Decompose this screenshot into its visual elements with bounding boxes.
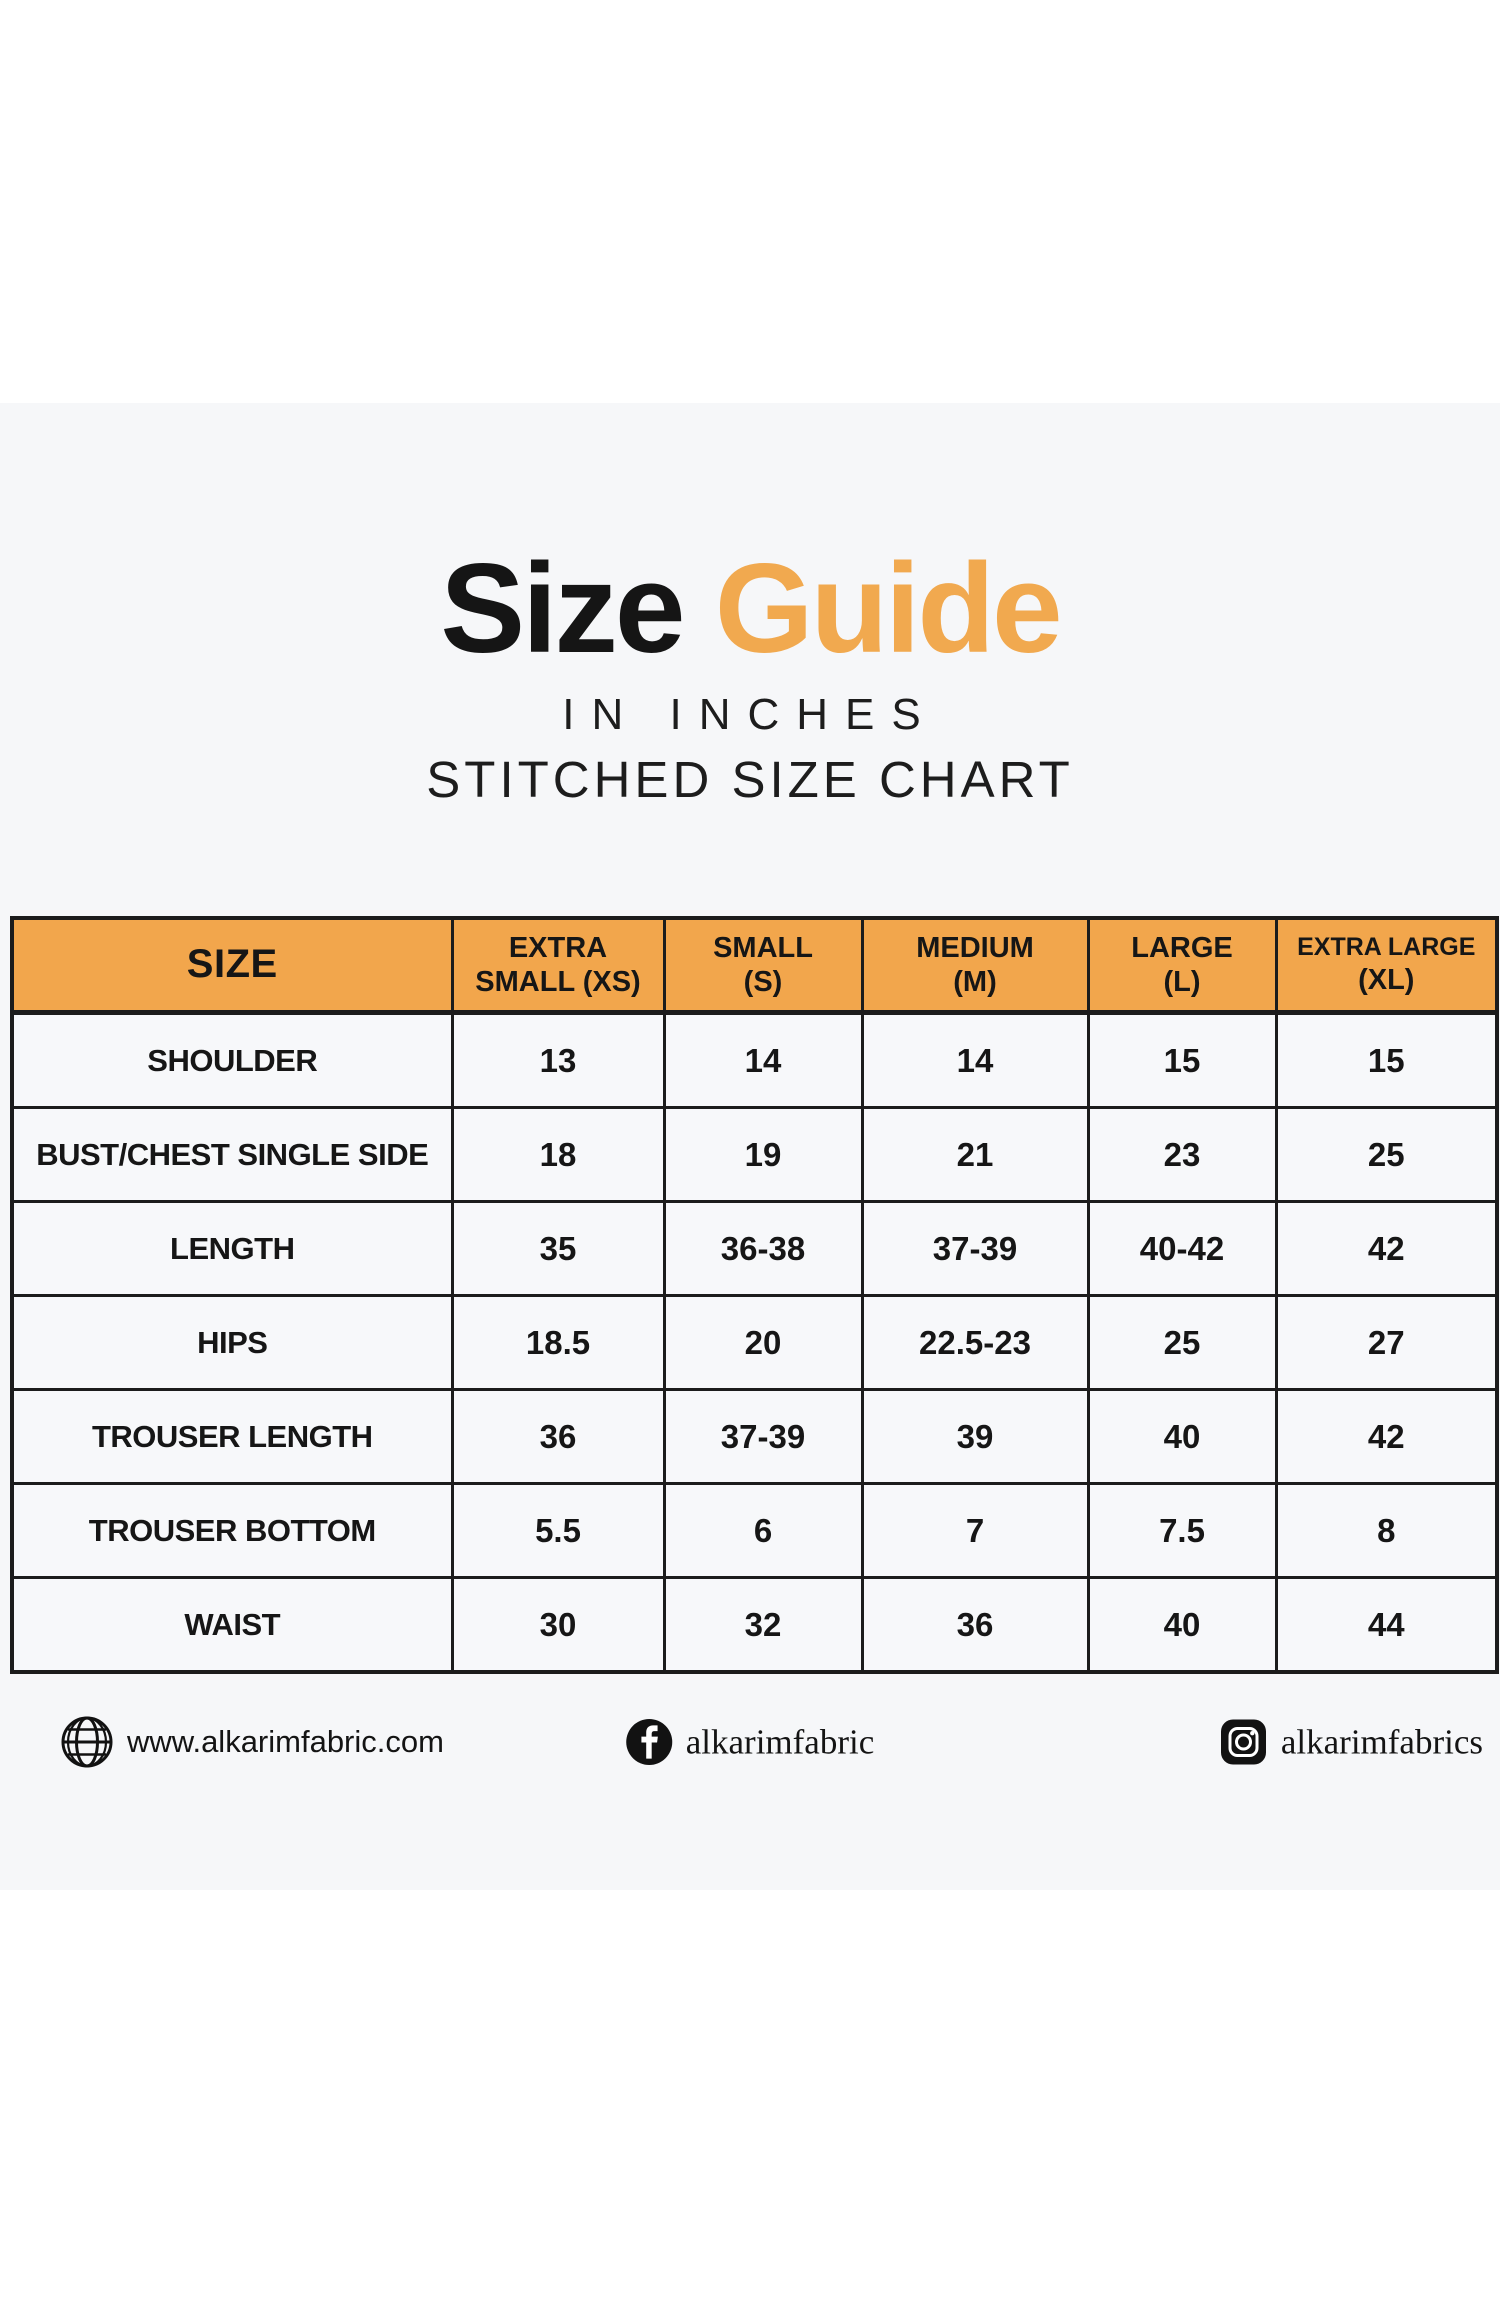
- row-label: TROUSER LENGTH: [10, 1388, 454, 1485]
- size-chart-table: SIZE EXTRA SMALL (XS) SMALL (S) MEDIUM (M) …: [10, 916, 1499, 1674]
- size-value: 7: [860, 1482, 1090, 1579]
- row-label: BUST/CHEST SINGLE SIDE: [10, 1106, 454, 1203]
- size-value: 18: [450, 1106, 666, 1203]
- facebook-icon: [626, 1718, 673, 1766]
- subtitle-in-inches: IN INCHES: [562, 690, 938, 739]
- size-value: 40: [1086, 1388, 1278, 1485]
- size-value: 40-42: [1086, 1200, 1278, 1297]
- size-value: 19: [662, 1106, 864, 1203]
- size-value: 30: [450, 1576, 666, 1674]
- col-header-medium: MEDIUM (M): [860, 916, 1090, 1015]
- col-header-label: LARGE: [1131, 931, 1233, 964]
- facebook-handle: alkarimfabric: [685, 1722, 875, 1761]
- page-title: Size Guide: [0, 545, 1500, 672]
- size-value: 14: [662, 1011, 864, 1109]
- col-header-label: MEDIUM: [916, 931, 1034, 964]
- col-header-label: SIZE: [186, 942, 278, 987]
- table-row-shoulder: SHOULDER 13 14 14 15 15: [10, 1011, 1499, 1109]
- size-value: 42: [1274, 1200, 1499, 1297]
- table-row-length: LENGTH 35 36-38 37-39 40-42 42: [10, 1200, 1499, 1297]
- table-row-trouser-length: TROUSER LENGTH 36 37-39 39 40 42: [10, 1388, 1499, 1485]
- size-value: 42: [1274, 1388, 1499, 1485]
- col-header-label: (M): [953, 966, 997, 998]
- size-value: 14: [860, 1011, 1090, 1109]
- page-title-orange: Guide: [714, 537, 1063, 679]
- size-value: 36-38: [662, 1200, 864, 1297]
- instagram-icon: [1219, 1718, 1268, 1767]
- size-value: 23: [1086, 1106, 1278, 1203]
- footer-facebook: alkarimfabric: [626, 1718, 875, 1766]
- size-value: 27: [1274, 1294, 1499, 1391]
- size-value: 6: [662, 1482, 864, 1579]
- col-header-small: SMALL (S): [662, 916, 864, 1015]
- size-value: 36: [860, 1576, 1090, 1674]
- size-value: 36: [450, 1388, 666, 1485]
- size-value: 15: [1086, 1011, 1278, 1109]
- row-label: WAIST: [10, 1576, 454, 1674]
- size-value: 32: [662, 1576, 864, 1674]
- table-row-bust-chest: BUST/CHEST SINGLE SIDE 18 19 21 23 25: [10, 1106, 1499, 1203]
- col-header-large: LARGE (L): [1086, 916, 1278, 1015]
- col-header-extra-large: EXTRA LARGE (XL): [1274, 916, 1499, 1015]
- size-value: 37-39: [860, 1200, 1090, 1297]
- size-value: 37-39: [662, 1388, 864, 1485]
- size-value: 13: [450, 1011, 666, 1109]
- instagram-handle: alkarimfabrics: [1280, 1722, 1483, 1761]
- size-value: 22.5-23: [860, 1294, 1090, 1391]
- col-header-label: EXTRA: [508, 931, 608, 964]
- size-value: 8: [1274, 1482, 1499, 1579]
- table-row-waist: WAIST 30 32 36 40 44: [10, 1576, 1499, 1674]
- title-block: Size Guide IN INCHES STITCHED SIZE CHART: [0, 545, 1500, 809]
- subtitle-stitched-size-chart: STITCHED SIZE CHART: [426, 751, 1074, 808]
- size-value: 35: [450, 1200, 666, 1297]
- size-value: 39: [860, 1388, 1090, 1485]
- col-header-extra-small: EXTRA SMALL (XS): [450, 916, 666, 1015]
- table-row-hips: HIPS 18.5 20 22.5-23 25 27: [10, 1294, 1499, 1391]
- col-header-label: (XL): [1358, 963, 1415, 996]
- footer-website: www.alkarimfabric.com: [60, 1715, 444, 1769]
- size-value: 44: [1274, 1576, 1499, 1674]
- size-value: 7.5: [1086, 1482, 1278, 1579]
- size-value: 25: [1274, 1106, 1499, 1203]
- col-header-label: (S): [743, 966, 783, 998]
- size-value: 40: [1086, 1576, 1278, 1674]
- size-value: 20: [662, 1294, 864, 1391]
- footer-instagram: alkarimfabrics: [1219, 1718, 1483, 1767]
- row-label: TROUSER BOTTOM: [10, 1482, 454, 1579]
- page-title-black: Size: [440, 537, 685, 679]
- row-label: HIPS: [10, 1294, 454, 1391]
- row-label: SHOULDER: [10, 1011, 454, 1109]
- table-header-row: SIZE EXTRA SMALL (XS) SMALL (S) MEDIUM (M) …: [10, 916, 1499, 1015]
- col-header-size: SIZE: [10, 916, 454, 1015]
- size-value: 25: [1086, 1294, 1278, 1391]
- size-value: 5.5: [450, 1482, 666, 1579]
- globe-icon: [60, 1715, 114, 1769]
- size-value: 21: [860, 1106, 1090, 1203]
- col-header-label: SMALL: [713, 931, 813, 964]
- size-value: 15: [1274, 1011, 1499, 1109]
- col-header-label: (L): [1163, 966, 1201, 998]
- col-header-label: SMALL (XS): [475, 966, 641, 998]
- row-label: LENGTH: [10, 1200, 454, 1297]
- size-value: 18.5: [450, 1294, 666, 1391]
- website-url: www.alkarimfabric.com: [127, 1724, 444, 1759]
- col-header-label: EXTRA LARGE: [1297, 933, 1476, 962]
- table-row-trouser-bottom: TROUSER BOTTOM 5.5 6 7 7.5 8: [10, 1482, 1499, 1579]
